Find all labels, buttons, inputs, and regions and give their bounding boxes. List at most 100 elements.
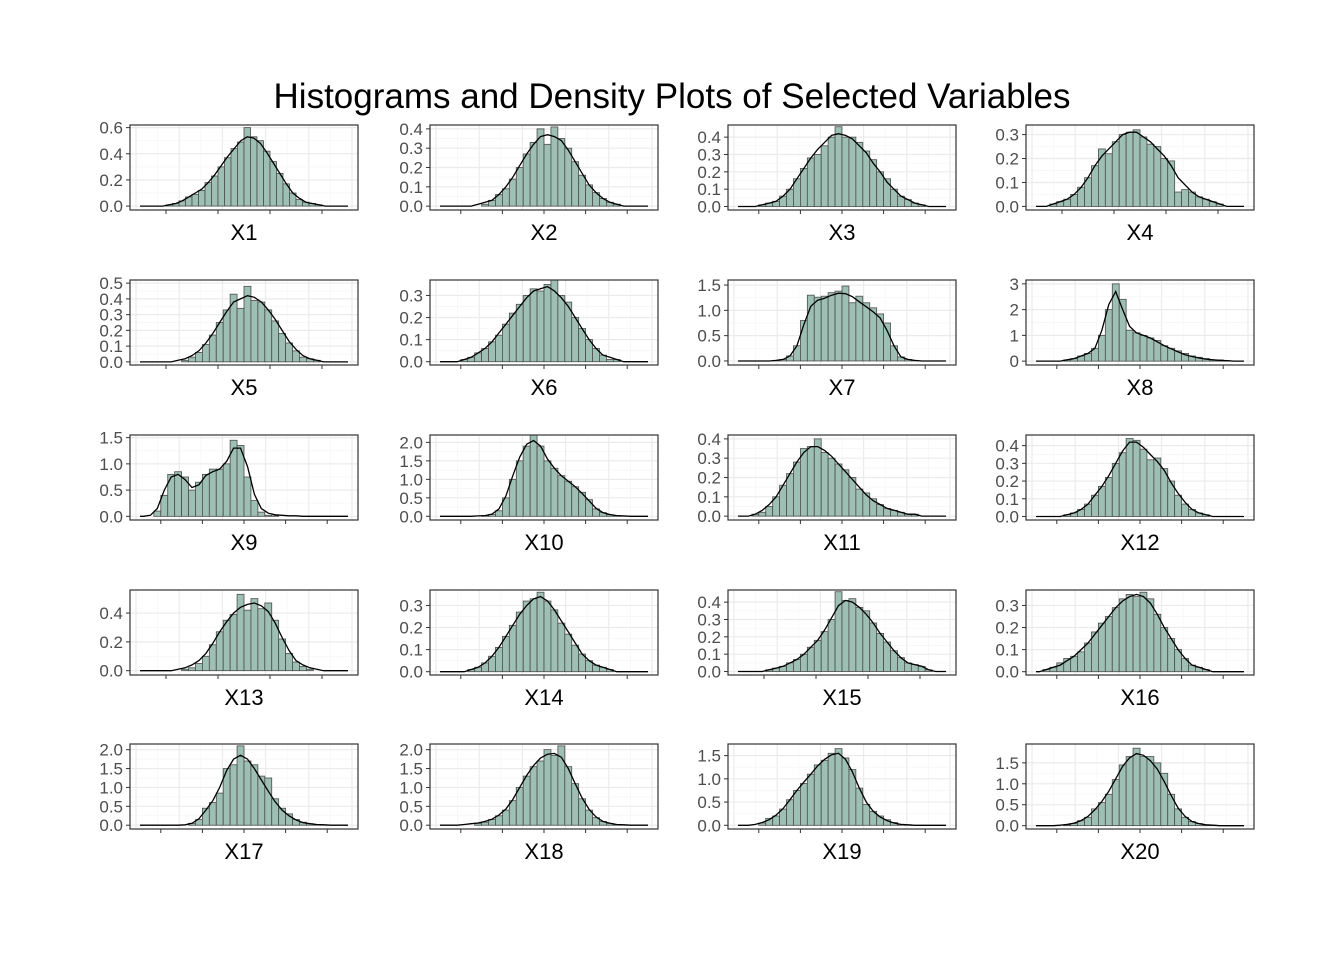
histogram-bar — [278, 333, 286, 363]
histogram-bar — [827, 136, 836, 207]
y-tick-label: 0.5 — [99, 797, 123, 816]
panel-x8: 0 1 2 3 X8 — [1010, 275, 1255, 400]
histogram-bar — [536, 445, 545, 517]
y-tick-label: 0.3 — [697, 449, 721, 468]
histogram-bar — [191, 193, 199, 207]
density-curve — [440, 285, 648, 363]
histogram-bar — [1084, 642, 1092, 673]
y-tick-label: 0.0 — [697, 198, 721, 217]
histogram-bar — [1125, 131, 1134, 207]
histogram-bar — [1132, 439, 1141, 517]
panel-x17: 0.00.51.01.52.0 X17 — [99, 741, 359, 864]
histogram-bar — [848, 302, 857, 362]
histogram-bar — [820, 295, 829, 362]
density-curve — [738, 133, 946, 208]
y-tick-label: 0.2 — [697, 628, 721, 647]
panel-x5: 0.00.10.20.30.40.5 X5 — [99, 274, 359, 400]
histogram-bar — [806, 294, 815, 362]
histogram-bar — [508, 478, 517, 517]
histogram-bar — [1181, 503, 1189, 517]
panel-label: X11 — [823, 530, 861, 555]
y-tick-label: 0.0 — [399, 197, 423, 216]
histogram-bar — [1139, 756, 1148, 827]
histogram-bar — [264, 309, 273, 363]
y-tick-label: 0.2 — [697, 469, 721, 488]
panel-x20: 0.0 0.5 1.0 1.5 X20 — [995, 743, 1255, 864]
histogram-bar — [215, 322, 224, 363]
y-tick-label: 0.3 — [399, 139, 423, 158]
histogram-bar — [195, 481, 203, 517]
histogram-bar — [585, 499, 593, 517]
histogram-bar — [786, 473, 794, 517]
histogram-bar — [1098, 622, 1106, 673]
y-tick-label: 0.5 — [697, 327, 721, 346]
histogram-bar — [237, 141, 245, 207]
histogram-bar — [215, 468, 224, 517]
histogram-bar — [841, 285, 850, 362]
histogram-bar — [1070, 655, 1078, 673]
histogram-bar — [820, 451, 829, 517]
histogram-bar — [1104, 153, 1113, 207]
y-tick-label: 0.4 — [697, 430, 721, 449]
y-tick-label: 2 — [1010, 301, 1019, 320]
y-tick-label: 0.0 — [697, 507, 721, 526]
histogram-bar — [204, 182, 212, 207]
y-tick-label: 0.3 — [697, 145, 721, 164]
y-tick-label: 0.1 — [399, 641, 423, 660]
histogram-bar — [1160, 158, 1169, 207]
histogram-bar — [188, 667, 196, 672]
histogram-bar — [1139, 448, 1148, 517]
density-curve — [738, 599, 946, 673]
histogram-bar — [264, 602, 273, 672]
y-tick-label: 2.0 — [399, 741, 423, 760]
y-tick-label: 0.2 — [995, 150, 1019, 169]
histogram-bar — [800, 448, 808, 517]
panel-x7: 0.0 0.5 1.0 1.5 X7 — [697, 276, 957, 400]
histogram-bar — [876, 313, 885, 362]
histogram-bar — [557, 295, 566, 363]
histogram-bar — [543, 600, 552, 673]
y-tick-label: 0.4 — [99, 145, 123, 164]
histogram-bar — [806, 646, 815, 672]
panel-x10: 0.00.51.01.52.0 X10 — [399, 433, 659, 555]
histogram-bar — [250, 598, 259, 672]
panel-label: X20 — [1120, 839, 1159, 864]
density-curve — [1036, 441, 1244, 518]
histogram-bar — [501, 188, 510, 207]
y-tick-label: 0.5 — [995, 796, 1019, 815]
y-tick-label: 0.3 — [995, 454, 1019, 473]
histogram-bar — [841, 757, 850, 826]
histogram-bar — [201, 473, 210, 517]
y-tick-label: 0.0 — [399, 353, 423, 372]
histogram-bar — [230, 148, 238, 207]
histogram-bar — [827, 457, 836, 517]
histogram-bar — [1146, 143, 1155, 207]
histogram-bar — [529, 141, 538, 207]
histogram-bar — [299, 665, 307, 672]
y-tick-label: 0.2 — [99, 321, 123, 340]
panel-label: X15 — [822, 685, 861, 710]
y-tick-label: 0.2 — [697, 163, 721, 182]
histogram-bar — [869, 622, 878, 672]
histogram-bar — [800, 167, 808, 207]
histogram-bar — [550, 754, 559, 826]
histogram-bar — [250, 136, 258, 207]
histogram-bar — [550, 279, 559, 363]
histogram-bar — [174, 471, 183, 517]
histogram-bar — [215, 631, 224, 672]
y-tick-label: 0.0 — [99, 662, 123, 681]
histogram-bar — [606, 359, 614, 363]
histogram-bar — [813, 438, 822, 517]
histogram-bar — [1125, 594, 1134, 673]
histogram-bar — [1132, 596, 1141, 673]
y-tick-label: 0.6 — [99, 119, 123, 138]
histogram-bar — [250, 500, 259, 517]
y-tick-label: 0.3 — [995, 596, 1019, 615]
histogram-bar — [862, 302, 871, 362]
y-tick-label: 1.5 — [995, 754, 1019, 773]
histogram-bar — [550, 609, 559, 673]
histogram-bar — [1139, 334, 1148, 362]
histogram-bar — [508, 624, 517, 673]
density-curve — [140, 295, 348, 363]
y-tick-label: 0.0 — [399, 663, 423, 682]
